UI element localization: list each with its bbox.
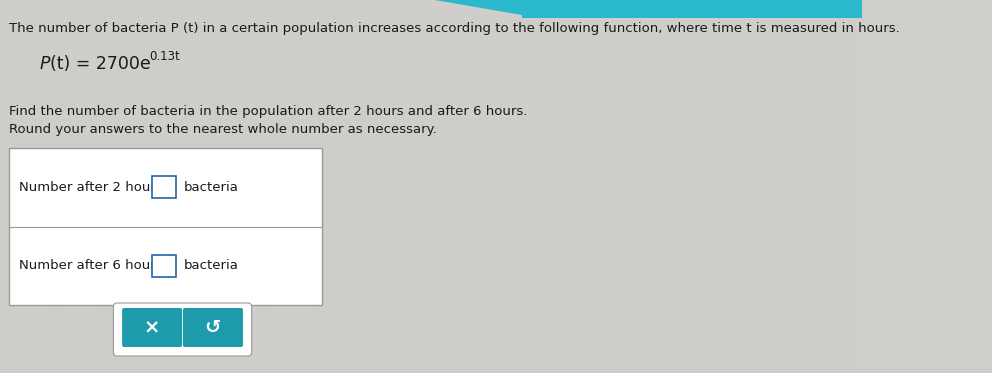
Text: Find the number of bacteria in the population after 2 hours and after 6 hours.: Find the number of bacteria in the popul… [9, 105, 527, 118]
Bar [9, 148, 321, 305]
Bar [152, 255, 177, 277]
FancyBboxPatch shape [113, 303, 252, 356]
Text: bacteria: bacteria [184, 181, 238, 194]
Text: ↺: ↺ [204, 318, 221, 337]
Text: 0.13t: 0.13t [150, 50, 181, 63]
FancyBboxPatch shape [183, 308, 243, 347]
FancyBboxPatch shape [122, 308, 183, 347]
Text: P: P [39, 55, 50, 73]
Bar [522, 0, 862, 18]
Text: bacteria: bacteria [184, 259, 238, 272]
Polygon shape [434, 0, 862, 18]
Text: (t) = 2700e: (t) = 2700e [50, 55, 151, 73]
Text: The number of bacteria P (t) in a certain population increases according to the : The number of bacteria P (t) in a certai… [9, 22, 900, 35]
Text: Number after 6 hours:: Number after 6 hours: [19, 259, 167, 272]
Text: Round your answers to the nearest whole number as necessary.: Round your answers to the nearest whole … [9, 123, 436, 136]
Text: Number after 2 hours:: Number after 2 hours: [19, 181, 168, 194]
Text: ×: × [144, 318, 161, 337]
Bar [152, 176, 177, 198]
